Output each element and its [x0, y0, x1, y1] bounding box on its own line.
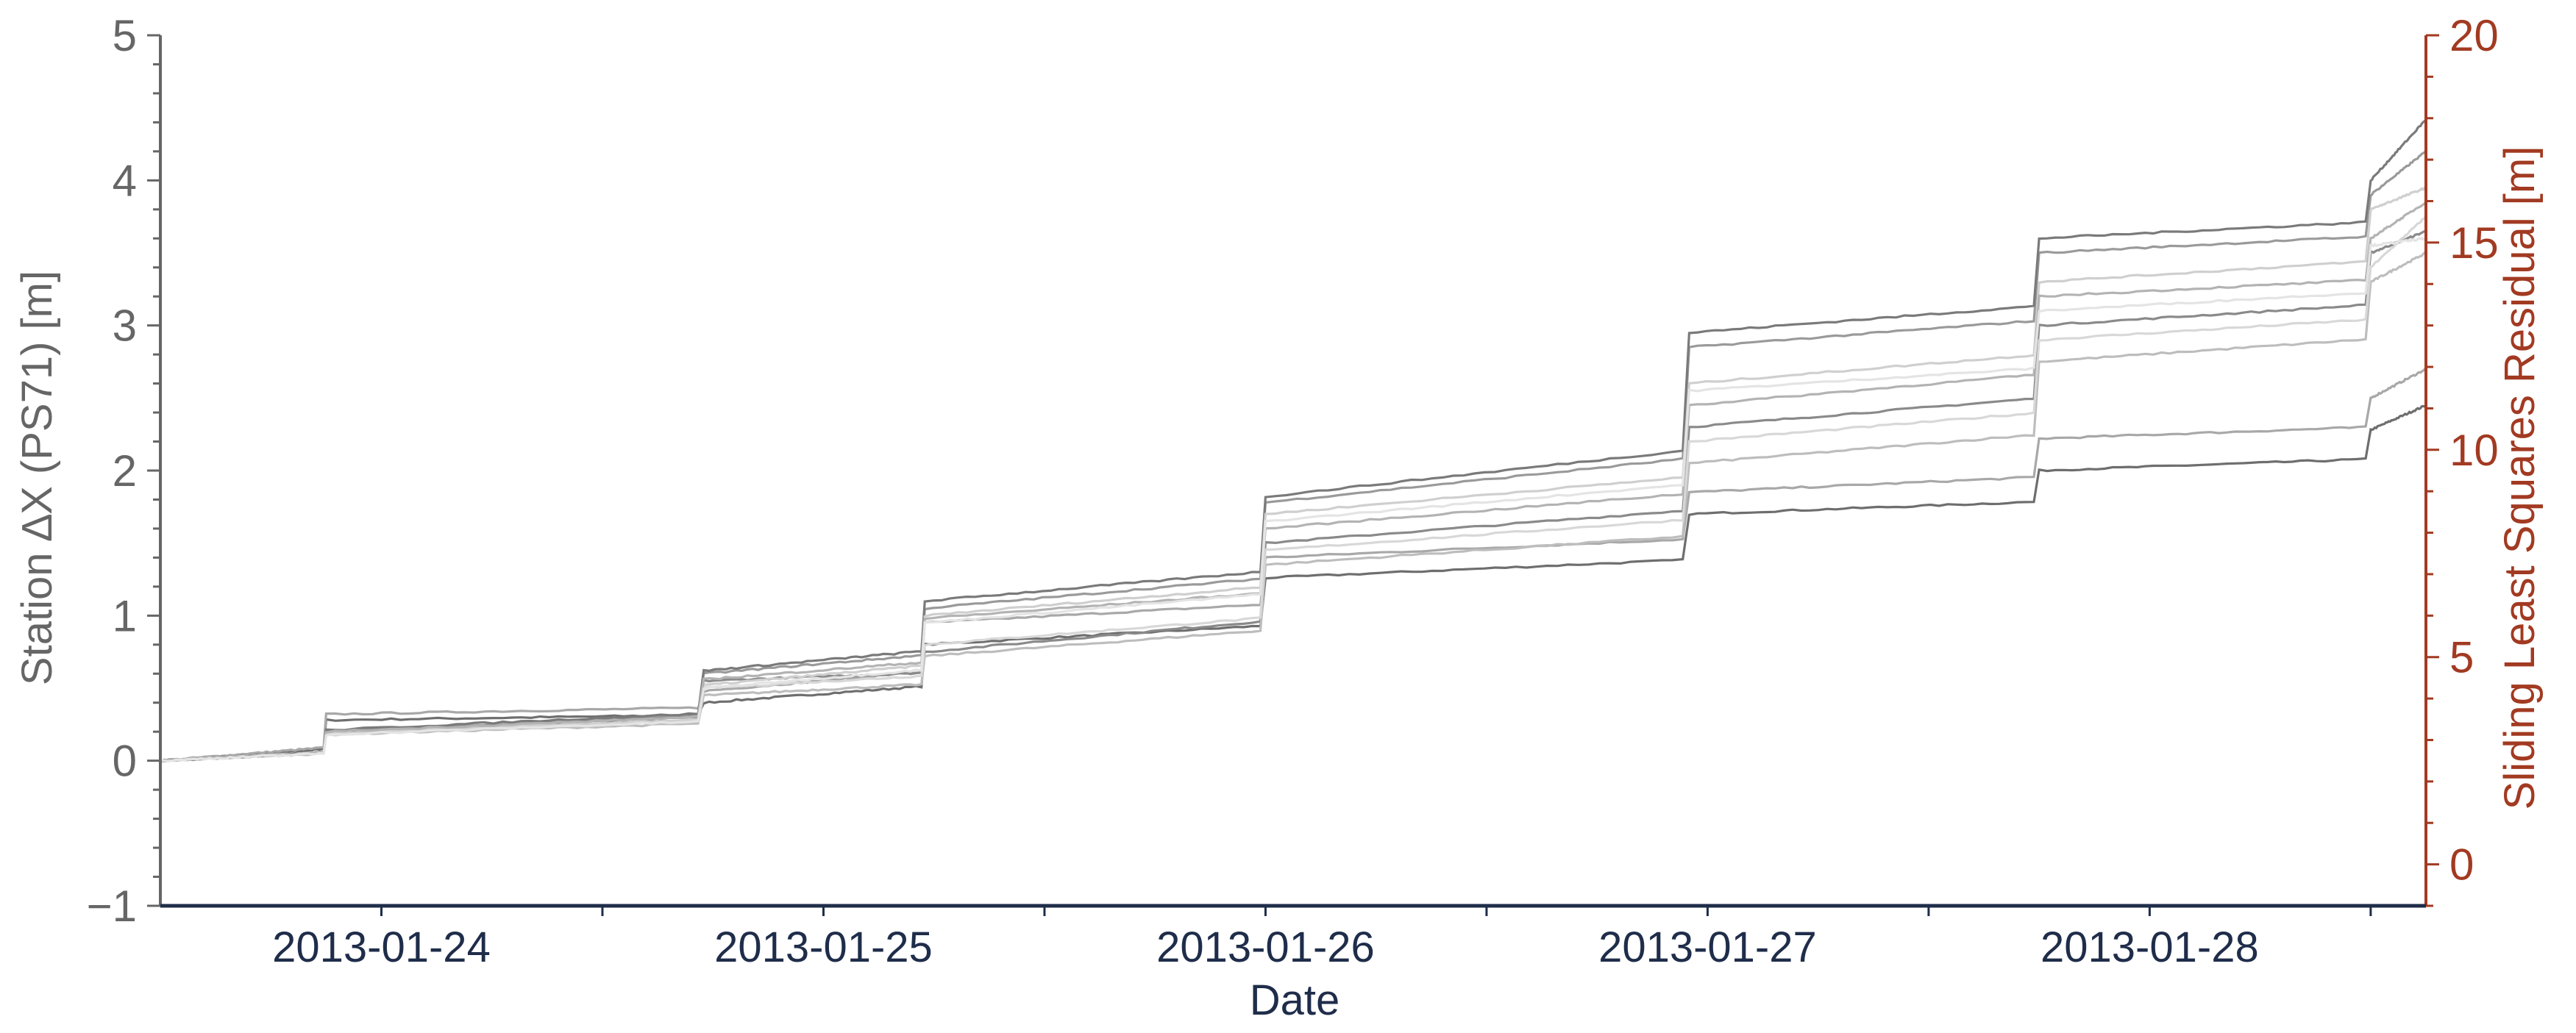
left-y-tick-label: −1	[87, 882, 137, 931]
left-y-tick-label: 4	[113, 156, 137, 205]
series-line-2	[160, 367, 2427, 763]
series-line-9	[160, 201, 2427, 762]
series-line-10	[160, 236, 2427, 762]
left-y-tick-label: 3	[113, 301, 137, 351]
series-line-6	[160, 150, 2427, 763]
x-tick-label: 2013-01-27	[1598, 923, 1817, 971]
right-y-axis-label: Sliding Least Squares Residual [m]	[2496, 146, 2544, 810]
series-line-4	[160, 251, 2427, 763]
series-line-3	[160, 230, 2427, 762]
series-line-8	[160, 186, 2427, 762]
x-axis-label: Date	[1250, 976, 1340, 1024]
x-tick-label: 2013-01-26	[1156, 923, 1375, 971]
series-line-7	[160, 118, 2427, 763]
right-y-tick-label: 20	[2449, 11, 2499, 60]
right-y-tick-label: 5	[2449, 633, 2474, 682]
x-tick-label: 2013-01-28	[2040, 923, 2259, 971]
series-line-5	[160, 215, 2427, 762]
series-layer	[160, 118, 2427, 763]
right-y-tick-label: 0	[2449, 840, 2474, 890]
left-y-tick-label: 0	[113, 737, 137, 786]
left-y-axis-label: Station ∆X (PS71) [m]	[13, 271, 61, 685]
left-y-tick-label: 5	[113, 11, 137, 60]
axes-layer: −1 0 1 2 3 4 5 0 5 10 15 20 2013-01-24 2013-01-25 2013…	[87, 11, 2499, 971]
right-y-tick-label: 10	[2449, 426, 2499, 475]
left-y-tick-label: 1	[113, 591, 137, 640]
right-y-tick-label: 15	[2449, 218, 2499, 268]
x-tick-label: 2013-01-24	[272, 923, 491, 971]
left-y-tick-label: 2	[113, 446, 137, 496]
series-line-1	[160, 404, 2427, 763]
x-tick-label: 2013-01-25	[714, 923, 933, 971]
